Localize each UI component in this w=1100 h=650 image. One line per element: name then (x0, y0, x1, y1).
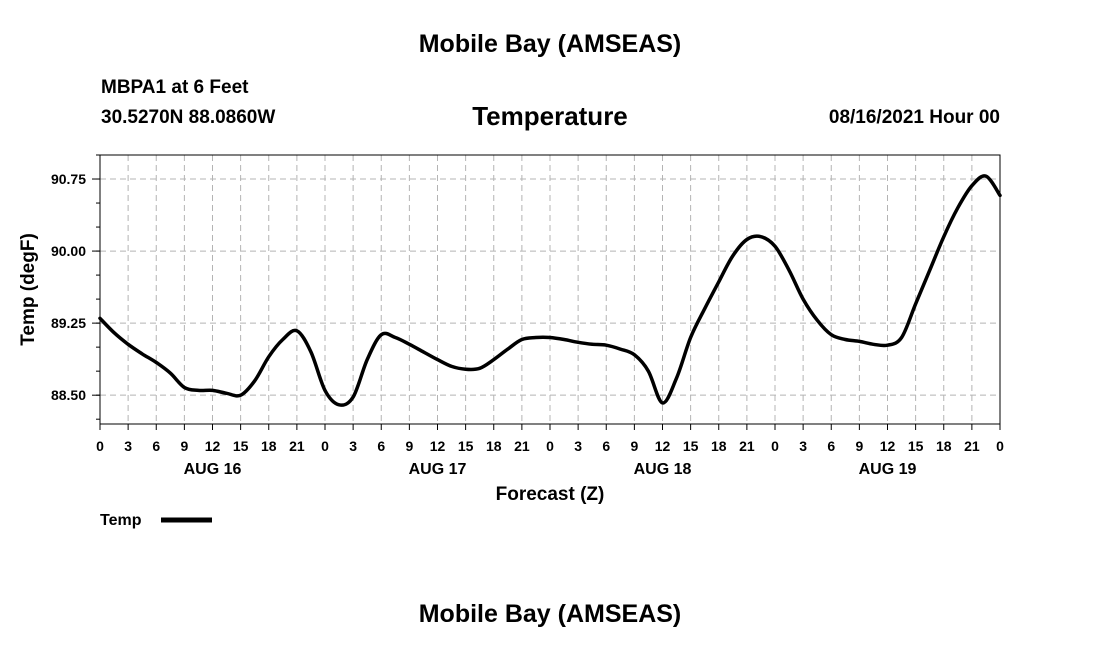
x-tick-label: 3 (574, 438, 582, 454)
y-tick-label: 89.25 (51, 315, 86, 331)
x-tick-label: 9 (405, 438, 413, 454)
plot-frame (99, 154, 1001, 425)
x-tick-label: 15 (908, 438, 924, 454)
x-tick-label: 12 (655, 438, 671, 454)
x-tick-label: 18 (711, 438, 727, 454)
grid (100, 155, 1000, 424)
y-axis-title: Temp (degF) (18, 233, 39, 346)
variable-title: Temperature (472, 101, 628, 131)
x-tick-label: 12 (205, 438, 221, 454)
footer-title: Mobile Bay (AMSEAS) (418, 600, 682, 628)
x-tick-label: 6 (602, 438, 610, 454)
x-tick-label: 15 (683, 438, 699, 454)
series-line-temp (98, 174, 1002, 407)
x-tick-label: 0 (321, 438, 329, 454)
legend-label: Temp (100, 512, 142, 529)
x-tick-label: 0 (996, 438, 1004, 454)
x-tick-label: 21 (964, 438, 980, 454)
coordinates-label: 30.5270N 88.0860W (101, 107, 276, 128)
x-tick-label: 9 (630, 438, 638, 454)
x-tick-label: 9 (180, 438, 188, 454)
day-label: AUG 18 (634, 461, 692, 478)
x-tick-label: 0 (771, 438, 779, 454)
station-label: MBPA1 at 6 Feet (101, 77, 249, 98)
day-label: AUG 19 (859, 461, 917, 478)
x-tick-label: 6 (827, 438, 835, 454)
x-tick-label: 12 (880, 438, 896, 454)
axis-labels: 0 3 6 9 12 15 18 21 0 3 6 9 12 15 18 21 0 3 6 9 12 15 18 21 0 3 6 9… (51, 171, 1004, 478)
x-tick-label: 18 (936, 438, 952, 454)
axis-ticks (92, 154, 1001, 430)
x-tick-label: 0 (546, 438, 554, 454)
x-tick-label: 3 (349, 438, 357, 454)
x-tick-label: 15 (233, 438, 249, 454)
main-title: Mobile Bay (AMSEAS) (418, 30, 682, 58)
series-layer (98, 174, 1002, 407)
x-tick-label: 15 (458, 438, 474, 454)
x-tick-label: 3 (124, 438, 132, 454)
legend: Temp (100, 512, 212, 529)
x-tick-label: 3 (799, 438, 807, 454)
day-label: AUG 16 (184, 461, 242, 478)
x-tick-label: 0 (96, 438, 104, 454)
x-tick-label: 21 (739, 438, 755, 454)
y-tick-label: 90.00 (51, 243, 86, 259)
y-tick-label: 90.75 (51, 171, 86, 187)
x-tick-label: 6 (377, 438, 385, 454)
x-tick-label: 6 (152, 438, 160, 454)
y-tick-label: 88.50 (51, 387, 86, 403)
day-label: AUG 17 (409, 461, 467, 478)
x-tick-label: 9 (855, 438, 863, 454)
x-tick-label: 21 (289, 438, 305, 454)
x-tick-label: 21 (514, 438, 530, 454)
x-tick-label: 12 (430, 438, 446, 454)
x-tick-label: 18 (486, 438, 502, 454)
forecast-datetime: 08/16/2021 Hour 00 (828, 107, 1000, 128)
x-axis-title: Forecast (Z) (496, 484, 605, 505)
x-tick-label: 18 (261, 438, 277, 454)
